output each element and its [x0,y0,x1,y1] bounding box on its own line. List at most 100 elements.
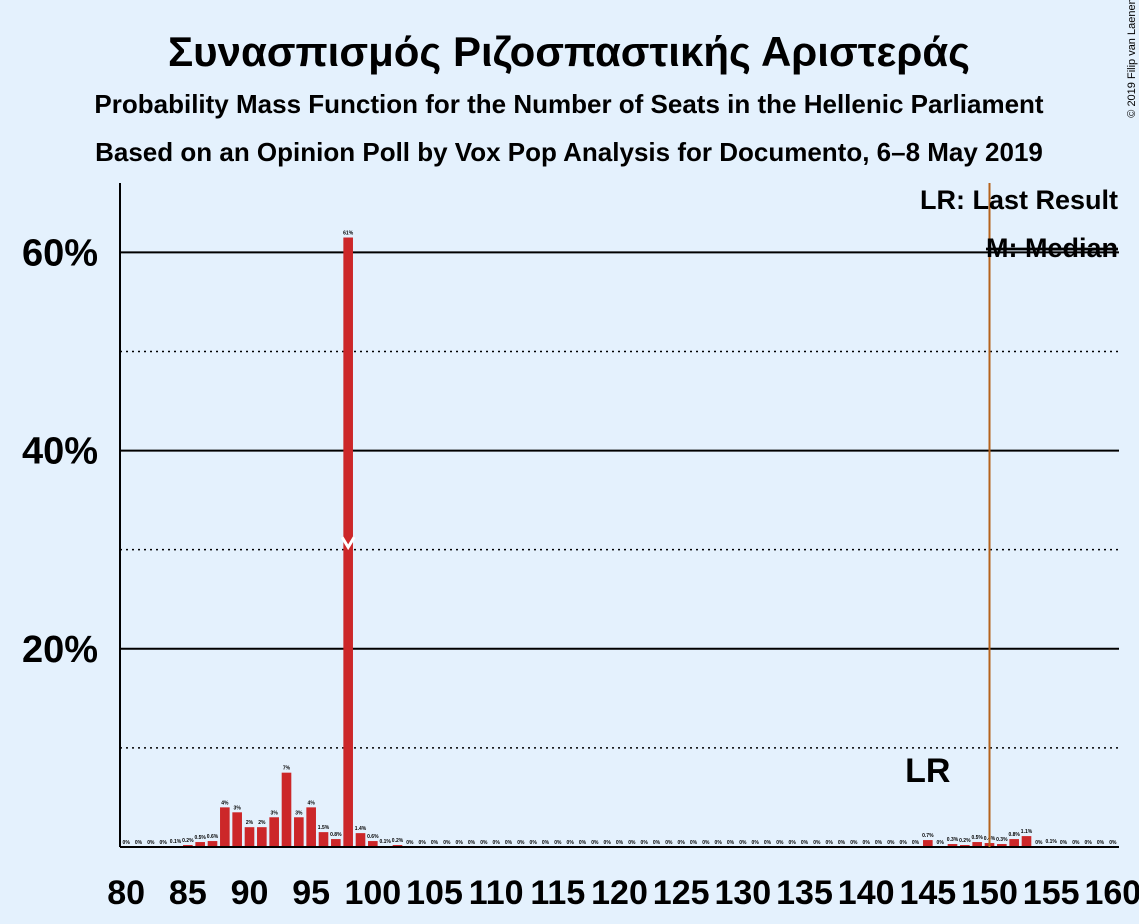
bar-value-label: 0.8% [1008,832,1020,838]
bar-value-label: 0.2% [182,838,194,844]
bar-value-label: 1.1% [1021,829,1033,835]
x-tick-label: 115 [530,874,585,912]
bar-value-label: 0.1% [170,839,182,845]
bar-value-label: 3% [295,810,303,816]
bar-value-label: 0% [727,840,735,846]
bar-value-label: 0% [690,840,698,846]
x-tick-label: 145 [899,874,956,912]
legend-median: M: Median [986,233,1118,263]
bar-value-label: 0% [641,840,649,846]
x-tick-label: 130 [714,874,771,912]
bar [257,827,267,847]
bar-value-label: 0.3% [996,837,1008,843]
bar-value-label: 0% [739,840,747,846]
bar [355,833,366,847]
bar-value-label: 0% [123,840,131,846]
bar-value-label: 0% [554,840,562,846]
bar-value-label: 0% [813,840,821,846]
bar [281,772,292,847]
bar-value-label: 0% [616,840,624,846]
x-tick-label: 135 [776,874,833,912]
x-tick-label: 120 [591,874,648,912]
bar [220,807,230,847]
bar-value-label: 0.5% [194,835,206,841]
chart-subtitle-2: Based on an Opinion Poll by Vox Pop Anal… [95,137,1043,167]
bar-value-label: 0% [937,840,945,846]
bar [195,842,205,847]
bar-value-label: 0% [419,840,427,846]
bar [997,844,1007,847]
bar-value-label: 0% [912,840,920,846]
bar-value-label: 0% [678,840,686,846]
chart-title: Συνασπισμός Ριζοσπαστικής Αριστεράς [168,28,970,75]
bar-value-label: 0.5% [971,835,983,841]
bar-value-label: 0% [1060,840,1068,846]
bar-value-label: 0% [406,840,414,846]
bar-value-label: 0% [567,840,575,846]
bar-value-label: 0% [530,840,538,846]
x-tick-label: 160 [1084,874,1139,912]
data-labels: 0% 0% 0% 0% 0.1% 0.2% 0.5% 0.6%4%3%2% 2%3%7%3%4%… [123,231,1117,846]
bar-value-label: 0% [850,840,858,846]
bar-value-label: 0.2% [392,838,404,844]
x-tick-label: 125 [653,874,710,912]
bar-value-label: 0% [147,840,155,846]
bar [232,812,242,847]
bar-value-label: 0% [776,840,784,846]
x-tick-label: 85 [169,874,207,912]
bar-value-label: 0% [480,840,488,846]
bar-value-label: 0% [542,840,550,846]
bar [306,807,316,847]
bar [1009,839,1019,847]
bar-value-label: 0% [517,840,525,846]
bar-value-label: 1.5% [318,825,330,831]
bar-value-label: 2% [258,820,266,826]
bar-value-label: 0% [456,840,464,846]
bar-value-label: 1.4% [355,826,367,832]
bar-value-label: 0% [591,840,599,846]
bar [294,817,304,847]
median-marker [340,536,356,551]
bar-value-label: 61% [343,231,354,237]
bar [318,832,329,847]
bar [368,841,378,847]
bar-value-label: 0% [1085,840,1093,846]
grid-lines: 20% 40% 60% [22,232,1119,749]
x-tick-label: 90 [231,874,269,912]
axes: 80 85 90 95 100 105 110 115 120 125 130 135 140 145 15… [107,183,1139,912]
bar-value-label: 0% [764,840,772,846]
bar-value-label: 0% [887,840,895,846]
bar-value-label: 3% [234,805,242,811]
bar-value-label: 0.7% [922,833,934,839]
copyright-notice: © 2019 Filip van Laenen [1126,0,1138,118]
bar-value-label: 0% [505,840,513,846]
bar-value-label: 4% [308,800,316,806]
x-tick-label: 105 [406,874,463,912]
bar-value-label: 7% [283,766,291,772]
bar-value-label: 0.6% [367,834,379,840]
chart-subtitle-1: Probability Mass Function for the Number… [94,89,1044,119]
bar-value-label: 0.3% [947,837,959,843]
bar-value-label: 0% [443,840,451,846]
bar-value-label: 0% [1097,840,1105,846]
bar-value-label: 0.1% [379,839,391,845]
bar-value-label: 0% [789,840,797,846]
bar [972,842,982,847]
bar-value-label: 0% [863,840,871,846]
bar-value-label: 0% [826,840,834,846]
bar-value-label: 0% [1109,840,1117,846]
bar-value-label: 0.6% [207,834,219,840]
bar [343,237,353,848]
bar-value-label: 0% [702,840,710,846]
bar-value-label: 4% [221,800,229,806]
markers: LR [340,183,991,847]
bar-value-label: 0.2% [959,838,971,844]
bar [207,841,218,847]
bar-value-label: 0.8% [330,832,342,838]
last-result-label: LR [905,752,950,790]
bar [331,839,341,847]
x-tick-label: 100 [344,874,401,912]
bar [244,827,255,847]
